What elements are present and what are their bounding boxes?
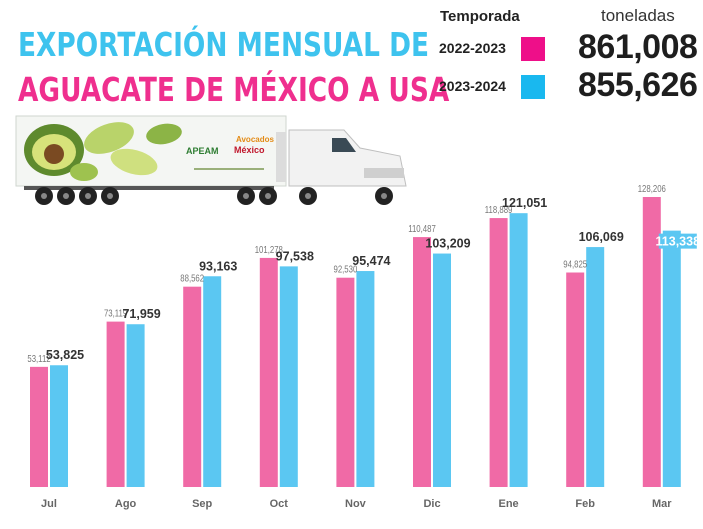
- bar-feb-2022-2023: [566, 272, 585, 487]
- chart-title-line-2: AGUACATE DE MÉXICO A USA: [18, 70, 450, 109]
- bar-mar-2023-2024: [662, 230, 681, 488]
- total-2022-2023: 861,008: [578, 28, 698, 66]
- bar-ago-2023-2024: [126, 324, 145, 487]
- bar-ene-2022-2023: [489, 218, 508, 488]
- truck-illustration: APEAM Avocados México: [15, 115, 407, 205]
- category-label-feb: Feb: [575, 498, 595, 510]
- value-label-nov-2023-2024: 95,474: [352, 254, 390, 268]
- legend-label-2022-2023: 2022-2023: [439, 40, 506, 56]
- legend-label-2023-2024: 2023-2024: [439, 78, 506, 94]
- bar-feb-2023-2024: [586, 247, 605, 487]
- category-label-oct: Oct: [270, 498, 289, 510]
- value-label-jul-2023-2024: 53,825: [46, 348, 84, 362]
- value-label-mar-2022-2023: 128,206: [638, 183, 666, 194]
- category-label-ene: Ene: [499, 498, 519, 510]
- value-label-mar-2023-2024: 113,338: [656, 235, 701, 249]
- bar-mar-2022-2023: [642, 197, 661, 487]
- value-label-bg-mar: [658, 233, 697, 249]
- bar-dic-2023-2024: [433, 253, 451, 487]
- bar-nov-2022-2023: [336, 277, 355, 487]
- value-label-dic-2023-2024: 103,209: [425, 237, 470, 251]
- chart-title-line-1: EXPORTACIÓN MENSUAL DE: [18, 25, 430, 64]
- value-label-nov-2022-2023: 92,530: [333, 264, 357, 275]
- category-label-ago: Ago: [115, 498, 137, 510]
- value-label-ago-2023-2024: 71,959: [122, 307, 160, 321]
- bar-nov-2023-2024: [356, 271, 375, 487]
- category-label-sep: Sep: [192, 498, 212, 510]
- value-label-sep-2022-2023: 88,562: [180, 273, 204, 284]
- value-label-jul-2022-2023: 53,112: [27, 353, 50, 364]
- bar-ago-2022-2023: [106, 321, 125, 487]
- category-label-mar: Mar: [652, 498, 672, 510]
- bar-dic-2022-2023: [413, 237, 431, 487]
- bar-sep-2022-2023: [183, 286, 202, 487]
- bar-ene-2023-2024: [509, 213, 528, 487]
- legend-swatch-2023-2024: [521, 75, 545, 99]
- legend-swatch-2022-2023: [521, 37, 545, 61]
- value-label-oct-2022-2023: 101,278: [255, 244, 283, 255]
- legend-heading: Temporada: [440, 8, 520, 25]
- unit-label: toneladas: [601, 6, 675, 25]
- category-label-dic: Dic: [423, 498, 440, 510]
- bar-jul-2023-2024: [50, 365, 68, 487]
- bar-jul-2022-2023: [30, 366, 48, 487]
- bar-sep-2023-2024: [203, 276, 222, 487]
- category-label-jul: Jul: [41, 498, 57, 510]
- value-label-dic-2022-2023: 110,487: [408, 223, 436, 234]
- bar-oct-2023-2024: [279, 266, 298, 487]
- avocados-logo-line2: México: [234, 145, 265, 155]
- avocados-logo-line1: Avocados: [236, 135, 274, 144]
- value-label-feb-2022-2023: 94,825: [563, 259, 587, 270]
- category-label-nov: Nov: [345, 498, 367, 510]
- value-label-oct-2023-2024: 97,538: [276, 249, 314, 263]
- bar-oct-2022-2023: [259, 257, 278, 487]
- value-label-sep-2023-2024: 93,163: [199, 259, 237, 273]
- value-label-ene-2023-2024: 121,051: [502, 196, 547, 210]
- value-label-ago-2022-2023: 73,119: [104, 308, 127, 319]
- total-2023-2024: 855,626: [578, 66, 698, 104]
- value-label-feb-2023-2024: 106,069: [579, 230, 624, 244]
- apeam-logo: APEAM: [186, 146, 219, 156]
- avocado-artwork: [24, 122, 182, 181]
- value-label-ene-2022-2023: 118,889: [485, 204, 513, 215]
